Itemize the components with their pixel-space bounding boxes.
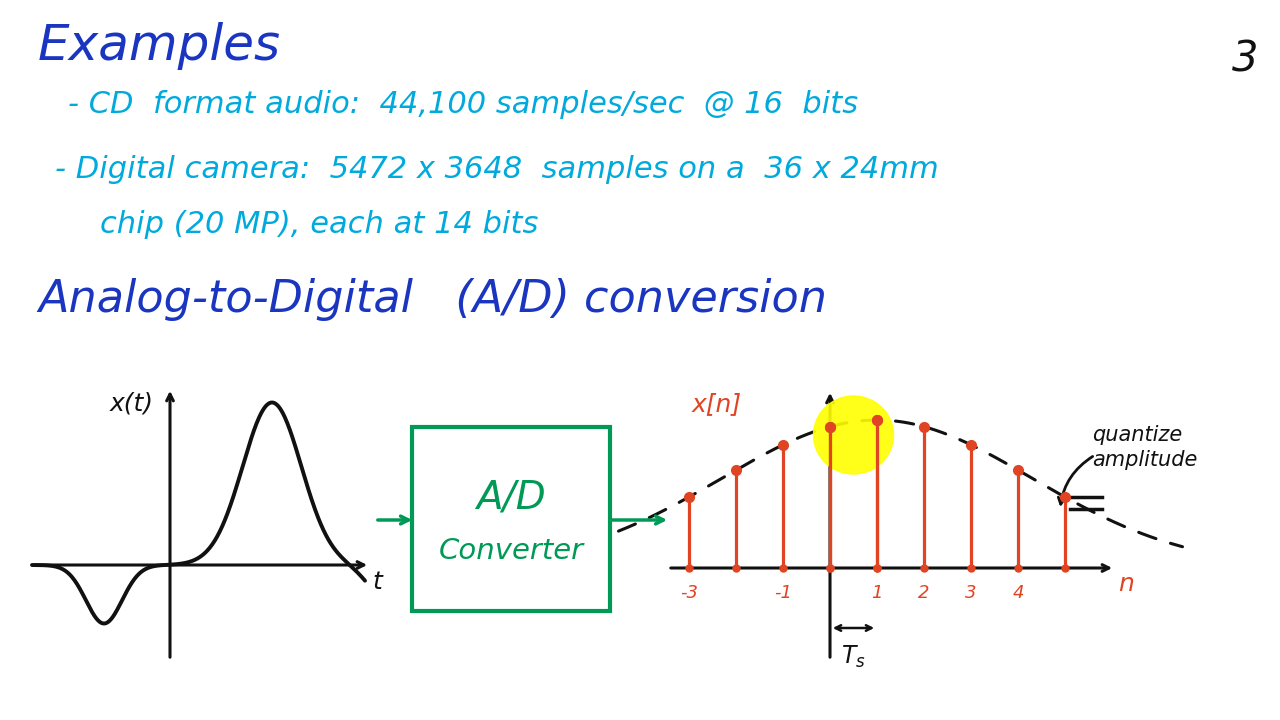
Text: Converter: Converter xyxy=(439,537,584,565)
Text: Analog-to-Digital   (A/D) conversion: Analog-to-Digital (A/D) conversion xyxy=(38,278,827,321)
Text: t: t xyxy=(372,570,381,594)
Ellipse shape xyxy=(814,396,893,474)
Text: 1: 1 xyxy=(872,584,883,602)
FancyBboxPatch shape xyxy=(412,427,611,611)
Text: -3: -3 xyxy=(680,584,698,602)
Text: $T_s$: $T_s$ xyxy=(841,644,865,670)
Text: amplitude: amplitude xyxy=(1092,450,1197,470)
Text: quantize: quantize xyxy=(1092,425,1183,445)
Text: x[n]: x[n] xyxy=(692,392,742,416)
Text: chip (20 MP), each at 14 bits: chip (20 MP), each at 14 bits xyxy=(100,210,539,239)
Text: 4: 4 xyxy=(1012,584,1024,602)
Text: -1: -1 xyxy=(774,584,792,602)
Text: - Digital camera:  5472 x 3648  samples on a  36 x 24mm: - Digital camera: 5472 x 3648 samples on… xyxy=(55,155,938,184)
Text: n: n xyxy=(1117,572,1134,596)
Text: 2: 2 xyxy=(918,584,929,602)
Text: 3: 3 xyxy=(965,584,977,602)
Text: Examples: Examples xyxy=(38,22,282,70)
Text: x(t): x(t) xyxy=(110,392,154,416)
Text: - CD  format audio:  44,100 samples/sec  @ 16  bits: - CD format audio: 44,100 samples/sec @ … xyxy=(68,90,858,119)
Text: 3: 3 xyxy=(1231,38,1258,80)
Text: A/D: A/D xyxy=(476,479,545,517)
